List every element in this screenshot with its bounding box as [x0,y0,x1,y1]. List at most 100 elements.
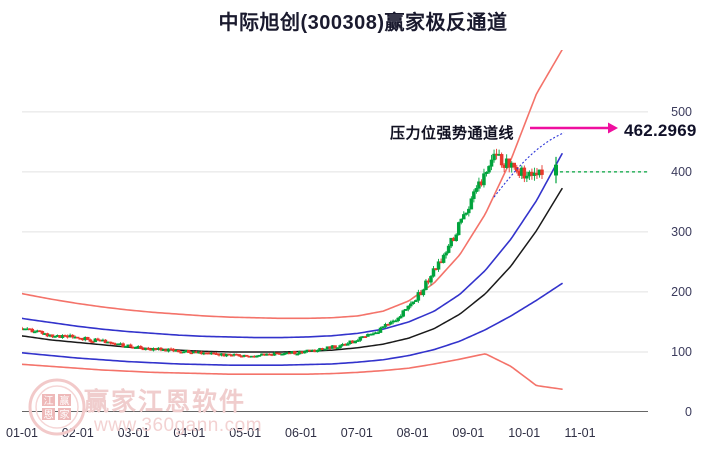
candlestick-body [353,340,358,344]
candlestick-body [456,222,461,236]
candlestick-body [409,303,413,307]
candlestick-body [295,353,299,356]
channel-band-line [22,187,563,353]
candlestick-body [345,343,350,346]
candlestick-body [416,292,421,301]
x-axis-tick-label: 07-01 [340,426,373,440]
candlestick-body [512,162,516,168]
candlestick-body [30,328,35,333]
candlestick-body [70,334,75,338]
candlestick-body [181,351,186,354]
candlestick-body [515,167,519,172]
candlestick-body [406,305,411,310]
candlestick-body [393,320,398,323]
candlestick-body [401,310,405,317]
y-axis-tick-label: 0 [685,405,692,419]
candlestick-body [454,234,458,242]
candlestick-body [492,153,496,161]
candlestick-body [462,214,466,220]
x-axis-tick-label: 03-01 [117,426,150,440]
candlestick-body [186,349,191,353]
candlestick-body [469,198,474,210]
candlestick-body [474,188,479,192]
y-axis-tick-label: 100 [671,344,692,359]
candlestick-body [245,354,249,357]
x-axis-tick-label: 06-01 [285,426,317,440]
candlestick-body [237,354,241,357]
x-axis-tick-label: 08-01 [396,426,429,440]
candlestick-body [449,237,453,247]
candlestick-body [121,343,125,348]
candlestick-body [356,340,360,342]
candlestick-body [398,316,403,319]
candlestick-body [441,254,446,263]
candlestick-body [386,324,390,326]
candlestick-body [75,336,80,339]
candlestick-body [123,346,128,348]
y-axis-tick-label: 400 [671,164,692,179]
candlestick-body [487,166,491,173]
x-axis-tick-label: 05-01 [229,426,262,440]
candlestick-body [50,334,55,338]
seal-logo-icon: 江 赢 恩 家 [28,378,86,436]
candlestick-body [88,339,93,342]
seal-char-4: 家 [60,408,70,421]
candlestick-body [358,336,363,341]
y-axis-tick-label: 200 [671,284,692,299]
last-price-candle [554,164,558,176]
candlestick-body [363,336,368,338]
candlestick-body [378,327,383,333]
candlestick-body [472,191,476,199]
channel-band-line [22,282,563,366]
candlestick-body [436,261,441,270]
candlestick-body [335,347,340,350]
candlestick-body [459,218,463,223]
candlestick-body [446,245,451,253]
candlestick-body [33,331,37,334]
candlestick-body [396,317,400,321]
candlestick-body [176,350,181,353]
candlestick-body [525,175,529,179]
candlestick-body [499,154,504,166]
seal-char-3: 恩 [44,409,54,421]
annotation-label: 压力位强势通道线 [390,125,515,142]
y-axis-tick-label: 500 [671,104,692,119]
candlestick-body [139,346,143,349]
x-axis-tick-label: 09-01 [452,426,485,440]
candlestick-body [464,212,469,215]
y-axis-tick-label: 300 [671,224,692,239]
candlestick-body [403,309,408,311]
x-axis-tick-label: 04-01 [173,426,206,440]
candlestick-body [411,301,416,305]
candlestick-body [96,338,100,341]
candlestick-body [388,321,393,325]
candlestick-body [146,347,151,350]
candlestick-body [431,268,436,277]
candlestick-body [414,300,418,302]
candlestick-body [323,348,327,351]
candlestick-body [489,159,494,167]
candlestick-body [257,354,262,357]
candlestick-body [108,341,113,344]
candlestick-body [315,350,320,353]
candlestick-body [371,333,375,336]
seal-char-1: 江 [44,395,54,407]
plot-area[interactable] [22,50,648,412]
channel-band-line [22,153,563,339]
candlestick-body [333,345,337,349]
candlestick-body [159,347,163,351]
candlestick-body [86,336,90,340]
candlestick-body [444,252,448,256]
candlestick-body [229,354,234,357]
candlestick-body [93,338,98,343]
candlestick-body [338,345,342,348]
x-axis-tick-label: 01-01 [6,426,38,440]
channel-band-line [22,353,563,390]
candlestick-body [424,280,428,291]
candlestick-body [111,342,115,345]
candlestick-body [292,351,297,355]
candlestick-body [381,326,385,329]
watermark-brand: 赢家江恩软件 [84,388,247,416]
candlestick-body [128,344,133,348]
